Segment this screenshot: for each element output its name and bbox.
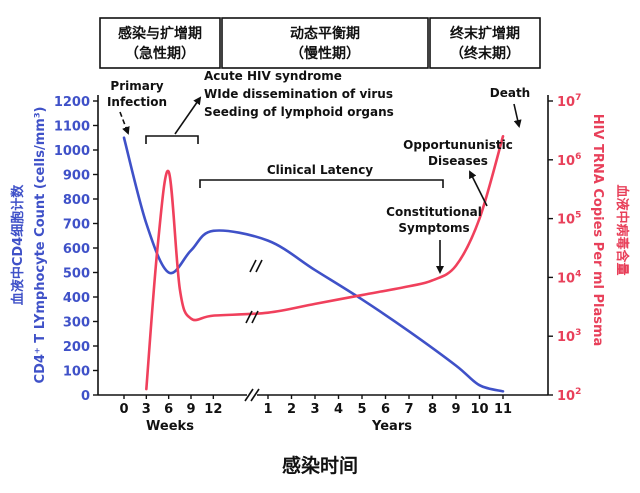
x-tick-label-weeks: 6: [164, 402, 173, 417]
x-tick-label-years: 1: [263, 402, 272, 417]
latency-bracket: [199, 179, 444, 188]
x-tick-label-years: 5: [357, 402, 366, 417]
left-tick-label: 700: [63, 218, 90, 233]
left-tick-label: 0: [81, 389, 90, 404]
x-tick-label-years: 3: [310, 402, 319, 417]
annotation-clinical-latency: Clinical Latency: [267, 163, 373, 177]
phase-header: 感染与扩增期 （急性期） 动态平衡期 （慢性期） 终末扩增期 （终末期）: [99, 17, 541, 69]
left-tick-label: 1000: [54, 144, 90, 159]
x-tick-label-years: 9: [451, 402, 460, 417]
annotation-opportunistic-line1: Opportununistic: [403, 138, 513, 152]
y-left-label-en: CD4⁺ T LYmphocyte Count (cells/mm³): [33, 107, 48, 384]
left-tick-label: 500: [63, 267, 90, 282]
phase-terminal-subtitle: （终末期）: [450, 45, 520, 62]
phase-acute-subtitle: （急性期）: [125, 45, 195, 62]
phase-box-terminal: [429, 17, 541, 69]
annotation-acute-line1: Acute HIV syndrome: [204, 69, 342, 83]
annotations: Primary Infection Acute HIV syndrome WId…: [107, 69, 530, 274]
phase-chronic-title: 动态平衡期: [290, 25, 360, 42]
x-tick-label-weeks: 9: [186, 402, 195, 417]
annotation-primary-line1: Primary: [110, 79, 163, 93]
right-tick-label: 107: [557, 93, 581, 110]
x-tick-label-years: 2: [287, 402, 296, 417]
left-tick-label: 200: [63, 340, 90, 355]
annotation-opportunistic-line2: Diseases: [428, 154, 488, 168]
left-axis-ticks: 0 100 200 300 400 500 600 700 800 900 1000 1100 1200: [54, 95, 98, 404]
right-tick-label: 105: [557, 211, 581, 228]
y-left-label-cn: 血液中CD4细胞计数: [10, 184, 26, 305]
x-weeks-label: Weeks: [146, 419, 194, 434]
x-tick-label-years: 6: [381, 402, 390, 417]
x-tick-label-years: 4: [334, 402, 343, 417]
x-tick-label-weeks: 3: [142, 402, 151, 417]
curve-breaks: [245, 259, 263, 324]
right-tick-label: 104: [557, 269, 581, 286]
x-tick-label-years: 7: [404, 402, 413, 417]
left-tick-label: 1200: [54, 95, 90, 110]
left-tick-label: 900: [63, 169, 90, 184]
phase-terminal-title: 终末扩增期: [450, 25, 520, 42]
series-group: [122, 134, 505, 393]
right-tick-label: 102: [557, 387, 581, 404]
x-tick-label-years: 11: [494, 402, 512, 417]
right-axis-ticks: 102 103 104 105 106 107: [548, 93, 581, 404]
x-tick-label-years: 8: [428, 402, 437, 417]
acute-bracket: [145, 135, 199, 144]
annotation-opportunistic-arrow: [469, 170, 488, 207]
left-tick-label: 400: [63, 291, 90, 306]
y-right-label-cn: 血液中病毒含量: [614, 184, 630, 275]
annotation-constitutional-line2: Symptoms: [398, 221, 469, 235]
right-tick-label: 103: [557, 328, 581, 345]
annotation-primary-arrow: [119, 111, 130, 135]
phase-box-acute: [99, 17, 221, 69]
annotation-primary-line2: Infection: [107, 95, 167, 109]
x-tick-label-weeks: 12: [204, 402, 222, 417]
x-axis-break: [244, 388, 260, 402]
x-axis-ticks: 0 3 6 9 12 1 2 3 4 5 6 7 8 9 10 11: [119, 395, 512, 417]
annotation-acute-line3: Seeding of lymphoid organs: [204, 105, 394, 119]
annotation-acute-arrow: [174, 96, 202, 135]
x-axis-title: 感染时间: [282, 454, 358, 477]
left-tick-label: 300: [63, 316, 90, 331]
right-tick-label: 106: [557, 152, 581, 169]
left-tick-label: 100: [63, 365, 90, 380]
annotation-constitutional-line1: Constitutional: [386, 205, 482, 219]
phase-box-chronic: [221, 17, 429, 69]
x-tick-label-weeks: 0: [119, 402, 128, 417]
phase-acute-title: 感染与扩增期: [118, 25, 202, 42]
left-tick-label: 600: [63, 242, 90, 257]
x-years-label: Years: [371, 419, 412, 434]
cd4-count-line: [122, 136, 505, 393]
left-tick-label: 1100: [54, 120, 90, 135]
annotation-death-arrow: [513, 103, 522, 128]
y-right-label-en: HIV TRNA Copies Per ml Plasma: [590, 114, 605, 347]
phase-chronic-subtitle: （慢性期）: [290, 45, 360, 62]
left-tick-label: 800: [63, 193, 90, 208]
annotation-death: Death: [490, 86, 530, 100]
viral-load-line: [145, 134, 505, 391]
annotation-acute-line2: WIde dissemination of virus: [204, 87, 393, 101]
x-tick-label-years: 10: [470, 402, 488, 417]
